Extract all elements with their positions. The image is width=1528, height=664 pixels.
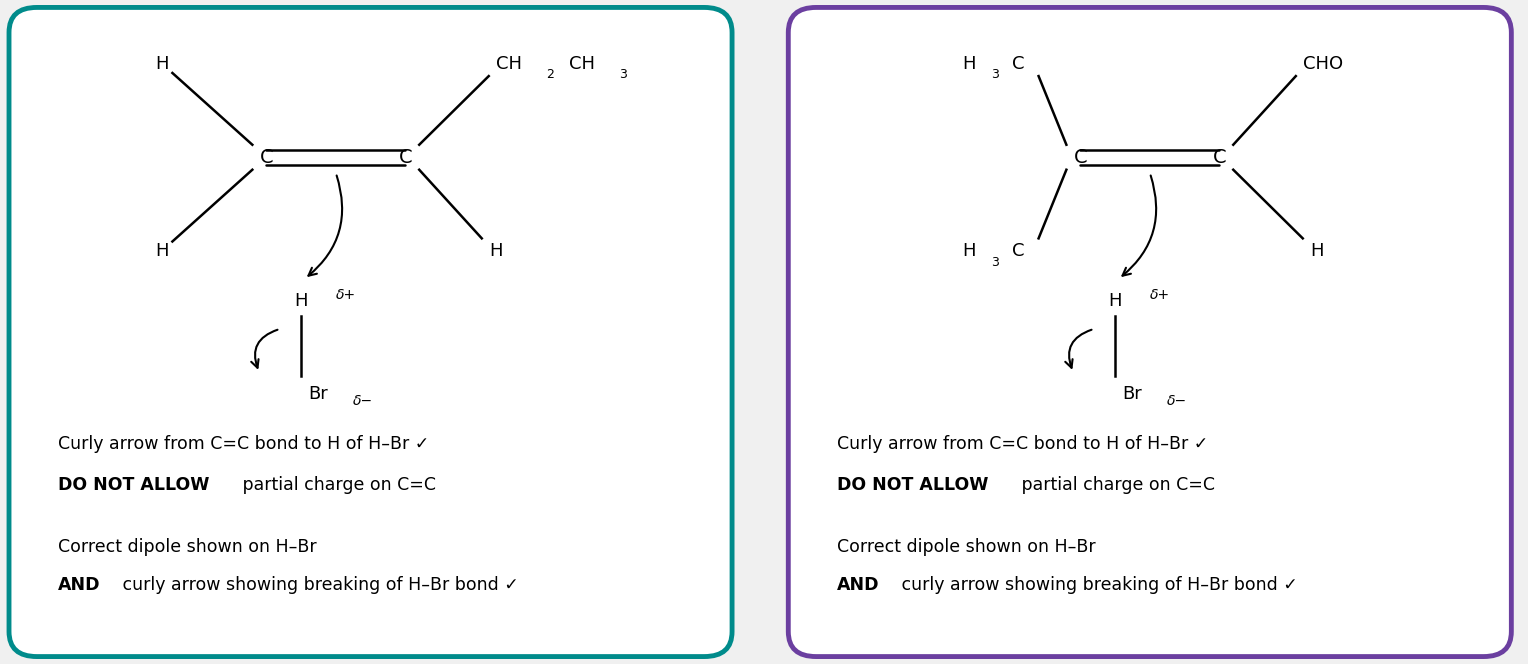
Text: δ−: δ− bbox=[353, 394, 373, 408]
FancyArrowPatch shape bbox=[1065, 330, 1091, 368]
Text: AND: AND bbox=[58, 576, 101, 594]
Text: CHO: CHO bbox=[1303, 54, 1343, 72]
FancyArrowPatch shape bbox=[1123, 175, 1157, 276]
Text: Br: Br bbox=[1122, 385, 1141, 404]
Text: δ+: δ+ bbox=[1151, 288, 1170, 301]
Text: C: C bbox=[260, 147, 274, 167]
FancyArrowPatch shape bbox=[251, 330, 278, 368]
Text: partial charge on C=C: partial charge on C=C bbox=[1016, 476, 1215, 494]
Text: CH: CH bbox=[568, 54, 594, 72]
Text: AND: AND bbox=[837, 576, 880, 594]
Text: Curly arrow from C=C bond to H of H–Br ✓: Curly arrow from C=C bond to H of H–Br ✓ bbox=[837, 436, 1209, 454]
Text: H: H bbox=[963, 54, 975, 72]
Text: H: H bbox=[295, 291, 307, 310]
Text: CH: CH bbox=[495, 54, 521, 72]
Text: 3: 3 bbox=[992, 68, 999, 82]
Text: C: C bbox=[1213, 147, 1225, 167]
Text: Br: Br bbox=[309, 385, 327, 404]
Text: C: C bbox=[399, 147, 413, 167]
Text: H: H bbox=[156, 242, 168, 260]
Text: C: C bbox=[1012, 54, 1025, 72]
Text: δ−: δ− bbox=[1167, 394, 1187, 408]
Text: Curly arrow from C=C bond to H of H–Br ✓: Curly arrow from C=C bond to H of H–Br ✓ bbox=[58, 436, 429, 454]
Text: DO NOT ALLOW partial charge on C=C: DO NOT ALLOW partial charge on C=C bbox=[58, 476, 394, 494]
Text: DO NOT ALLOW partial charge on C=C: DO NOT ALLOW partial charge on C=C bbox=[837, 476, 1174, 494]
Text: C: C bbox=[1074, 147, 1086, 167]
FancyArrowPatch shape bbox=[309, 175, 342, 276]
Text: Correct dipole shown on H–Br: Correct dipole shown on H–Br bbox=[58, 539, 316, 556]
FancyBboxPatch shape bbox=[9, 7, 732, 657]
Text: Correct dipole shown on H–Br: Correct dipole shown on H–Br bbox=[837, 539, 1096, 556]
Text: H: H bbox=[156, 54, 168, 72]
Text: DO NOT ALLOW: DO NOT ALLOW bbox=[58, 476, 209, 494]
Text: curly arrow showing breaking of H–Br bond ✓: curly arrow showing breaking of H–Br bon… bbox=[116, 576, 518, 594]
Text: curly arrow showing breaking of H–Br bond ✓: curly arrow showing breaking of H–Br bon… bbox=[895, 576, 1297, 594]
Text: DO NOT ALLOW: DO NOT ALLOW bbox=[837, 476, 989, 494]
Text: 3: 3 bbox=[992, 256, 999, 269]
Text: H: H bbox=[489, 242, 503, 260]
Text: H: H bbox=[1309, 242, 1323, 260]
Text: 2: 2 bbox=[545, 68, 553, 82]
Text: partial charge on C=C: partial charge on C=C bbox=[237, 476, 435, 494]
Text: C: C bbox=[1012, 242, 1025, 260]
Text: H: H bbox=[963, 242, 975, 260]
Text: δ+: δ+ bbox=[336, 288, 356, 301]
Text: H: H bbox=[1108, 291, 1122, 310]
Text: 3: 3 bbox=[619, 68, 626, 82]
FancyBboxPatch shape bbox=[788, 7, 1511, 657]
